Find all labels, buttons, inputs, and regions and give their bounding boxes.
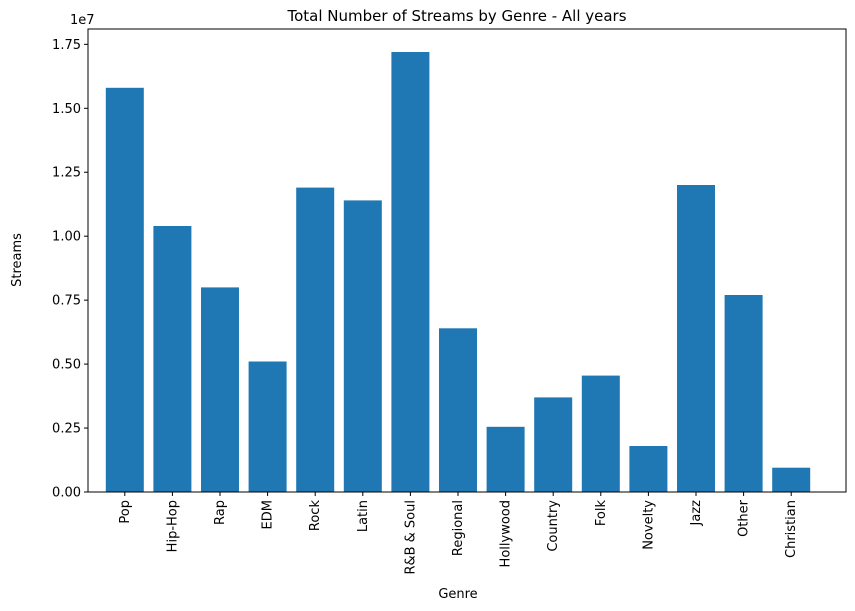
- bar-r-b-soul: [391, 52, 430, 492]
- bar-rap: [201, 287, 239, 492]
- x-tick-label: Hip-Hop: [165, 500, 180, 552]
- x-axis-label: Genre: [438, 587, 477, 602]
- x-tick-label: EDM: [261, 500, 276, 529]
- y-axis-ticks: 0.00 0.25 0.50 0.75 1.00 1.25 1.50 1.75: [52, 38, 88, 501]
- x-tick-label: Regional: [451, 500, 466, 556]
- bar-rock: [296, 187, 335, 492]
- x-tick-label: Rock: [308, 500, 323, 532]
- bar-hollywood: [486, 426, 525, 492]
- x-tick-label: Rap: [213, 500, 228, 525]
- bar-jazz: [677, 185, 715, 492]
- bar-pop: [105, 87, 144, 493]
- bar-country: [534, 397, 573, 492]
- x-tick-label: Pop: [118, 500, 133, 524]
- y-axis-label: Streams: [10, 233, 25, 287]
- bar-regional: [439, 328, 477, 492]
- y-tick-label: 1.75: [52, 38, 81, 53]
- x-tick-label: Country: [546, 500, 561, 552]
- x-axis-ticks: Pop Hip-Hop Rap EDM Rock Latin R&B & Soul Regio…: [118, 492, 799, 575]
- plot-area-frame: [87, 28, 847, 493]
- y-tick-label: 1.25: [52, 166, 81, 181]
- y-tick-label: 0.75: [52, 294, 81, 309]
- x-tick-label: Folk: [594, 500, 609, 527]
- y-tick-label: 0.50: [52, 358, 81, 373]
- x-tick-label: Christian: [784, 500, 799, 558]
- y-offset-label: 1e7: [70, 13, 95, 28]
- bar-other: [724, 295, 763, 492]
- x-tick-label: R&B & Soul: [403, 500, 418, 575]
- x-tick-label: Novelty: [641, 500, 656, 550]
- bar-christian: [772, 467, 811, 492]
- y-tick-label: 1.00: [52, 230, 81, 245]
- bar-folk: [581, 375, 620, 492]
- y-tick-label: 1.50: [52, 102, 81, 117]
- y-tick-label: 0.25: [52, 422, 81, 437]
- bar-latin: [343, 200, 382, 492]
- x-tick-label: Jazz: [689, 500, 704, 527]
- x-tick-label: Other: [737, 499, 752, 537]
- x-tick-label: Hollywood: [499, 500, 514, 567]
- bar-novelty: [629, 446, 668, 492]
- bars-layer: [105, 52, 811, 493]
- bar-edm: [248, 361, 287, 492]
- y-tick-label: 0.00: [52, 486, 81, 501]
- x-tick-label: Latin: [356, 500, 371, 532]
- chart-title: Total Number of Streams by Genre - All y…: [286, 7, 626, 25]
- bar-hip-hop: [153, 226, 192, 492]
